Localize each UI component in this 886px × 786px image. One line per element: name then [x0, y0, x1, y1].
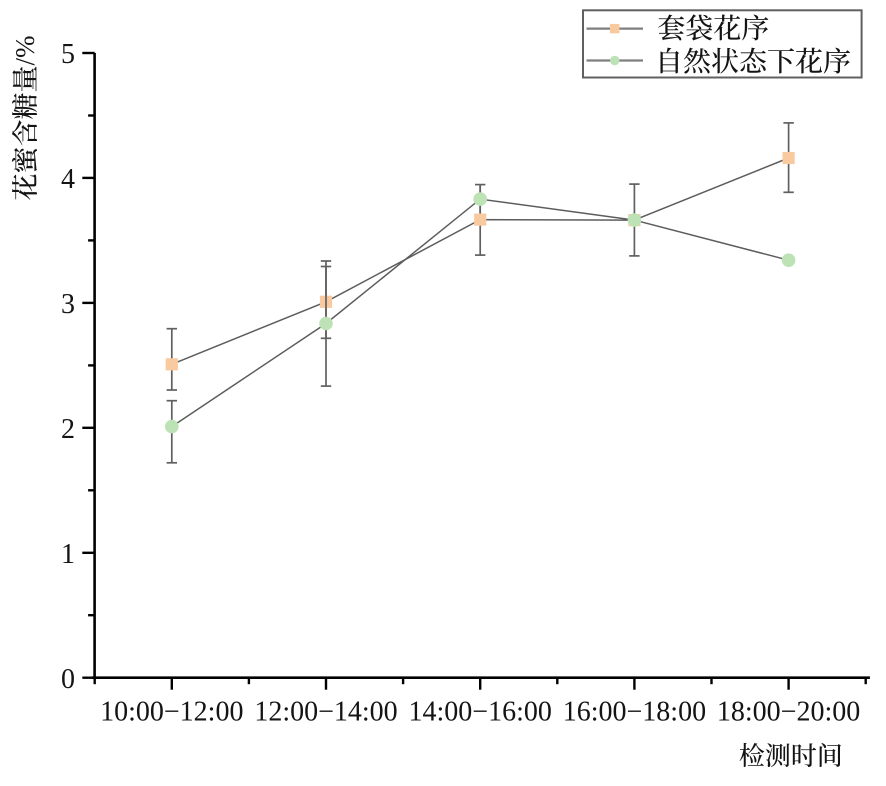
svg-text:1: 1 — [61, 539, 75, 570]
svg-text:12:00−14:00: 12:00−14:00 — [254, 697, 397, 728]
svg-text:5: 5 — [61, 39, 75, 70]
svg-text:14:00−16:00: 14:00−16:00 — [409, 697, 552, 728]
svg-text:18:00−20:00: 18:00−20:00 — [717, 697, 860, 728]
svg-text:/%: /% — [10, 36, 40, 66]
svg-text:16:00−18:00: 16:00−18:00 — [563, 697, 706, 728]
svg-text:2: 2 — [61, 414, 75, 445]
svg-text:4: 4 — [61, 164, 75, 195]
svg-text:10:00−12:00: 10:00−12:00 — [100, 697, 243, 728]
svg-text:0: 0 — [61, 664, 75, 695]
svg-text:3: 3 — [61, 289, 75, 320]
